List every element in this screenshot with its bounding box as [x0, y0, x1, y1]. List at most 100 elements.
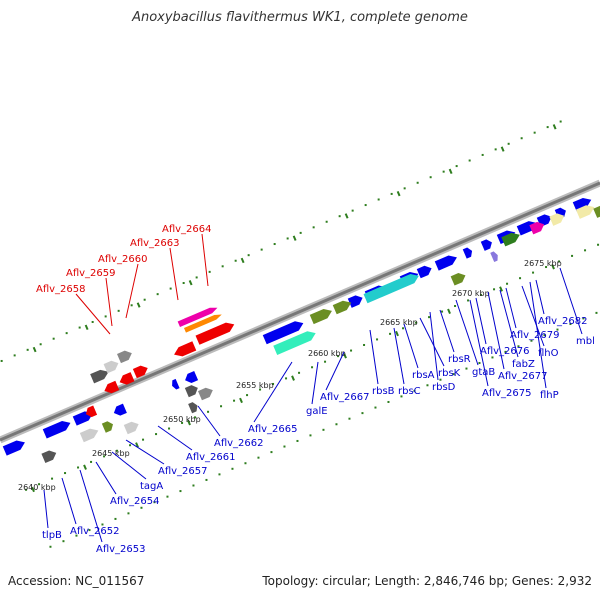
gene-aqua: [273, 331, 316, 355]
gene-label-upper: Aflv_2659: [66, 268, 116, 279]
gene-forward-4-shape: [347, 295, 363, 308]
gene-up-gray-a: [90, 369, 109, 384]
leader-lower: [475, 297, 487, 345]
gene-up-red-c: [132, 365, 148, 379]
tick-dot: [595, 311, 598, 314]
gene-green-a-shape: [501, 232, 520, 247]
gene-up-red-a: [104, 380, 120, 394]
gene-gray-e-shape: [197, 387, 213, 401]
gene-magenta-a-shape: [529, 221, 545, 235]
tick-dot: [426, 384, 429, 387]
tick-dot: [77, 466, 80, 469]
gene-forward-1: [42, 421, 71, 439]
tick-dot: [247, 254, 250, 257]
gene-magenta-a: [529, 221, 545, 235]
tick-dot: [0, 359, 3, 362]
gene-blue-rev-c-shape: [172, 378, 180, 390]
leader-lower: [95, 461, 117, 495]
gene-label-lower: Aflv_2677: [498, 371, 548, 382]
gene-up-orange-shape: [183, 314, 222, 333]
gene-blue-rev-b-shape: [185, 370, 199, 384]
gene-gray-f-shape: [188, 402, 198, 414]
tick-dot: [337, 355, 340, 358]
gene-yellow-b-shape: [575, 205, 595, 219]
gene-up-red-e: [195, 322, 235, 345]
gene-label-lower: Aflv_2657: [158, 466, 208, 477]
gene-label-lower: rbsB: [372, 386, 395, 397]
major-tick: [239, 397, 243, 404]
tick-dot: [387, 400, 390, 403]
gene-green-a: [501, 232, 520, 247]
gene-olive-e-shape: [101, 421, 114, 433]
tick-dot: [286, 237, 289, 240]
tick-dot: [311, 366, 314, 369]
tick-dot: [558, 260, 561, 263]
tick-dot: [582, 317, 585, 320]
leader-lower: [529, 281, 547, 389]
tick-dot: [51, 477, 54, 480]
tick-dot: [363, 343, 366, 346]
tick-dot: [220, 405, 223, 408]
tick-dot: [75, 534, 78, 537]
gene-up-gray-c-shape: [117, 350, 132, 364]
gene-label-lower: Aflv_2676: [480, 346, 530, 357]
gene-blue-rev-c: [172, 378, 180, 390]
tick-dot: [452, 373, 455, 376]
tick-dot: [153, 501, 156, 504]
tick-dot: [298, 371, 301, 374]
gene-label-lower: rbsR: [448, 354, 471, 365]
tick-dot: [377, 198, 380, 201]
tick-dot: [441, 310, 444, 313]
tick-dot: [467, 299, 470, 302]
leader-lower: [393, 327, 405, 385]
gene-forward-15: [572, 197, 592, 212]
gene-olive-a-shape: [309, 309, 332, 325]
tick-dot: [26, 348, 29, 351]
major-tick: [32, 346, 37, 353]
scale-label: 2645 kbp: [92, 449, 130, 458]
gene-label-upper: Aflv_2658: [36, 284, 86, 295]
gene-forward-0-shape: [2, 440, 25, 456]
major-tick: [551, 264, 555, 270]
tick-dot: [416, 181, 419, 184]
major-tick: [31, 486, 35, 493]
scale-label: 2675 kbp: [524, 259, 562, 268]
gene-olive-c-shape: [593, 205, 600, 218]
tick-dot: [156, 293, 159, 296]
gene-yellow-b: [575, 205, 595, 219]
tick-dot: [491, 356, 494, 359]
leader-lower: [125, 439, 165, 465]
gene-blue-rev-b: [185, 370, 199, 384]
tick-dot: [530, 339, 533, 342]
tick-dot: [155, 433, 158, 436]
label-leaders: [43, 233, 583, 543]
tick-dot: [296, 439, 299, 442]
leader-lower: [429, 311, 439, 381]
tick-dot: [260, 248, 263, 251]
tick-dot: [312, 226, 315, 229]
tick-dot: [114, 517, 117, 520]
tick-dot: [182, 282, 185, 285]
major-tick: [136, 302, 141, 308]
gene-gray-f: [188, 402, 198, 414]
major-tick: [448, 168, 453, 175]
tick-dot: [520, 137, 523, 140]
major-tick: [343, 353, 347, 359]
gene-label-lower: Aflv_2652: [70, 526, 120, 537]
gene-rbs-cyan: [363, 273, 419, 304]
gene-up-gray-b-shape: [103, 360, 119, 374]
leader-upper: [125, 263, 139, 319]
tick-dot: [25, 488, 28, 491]
gene-forward-7-shape: [416, 265, 432, 279]
gene-forward-8-shape: [434, 255, 457, 271]
tick-dot: [400, 395, 403, 398]
tick-dot: [208, 270, 211, 273]
gene-label-lower: fabZ: [512, 359, 535, 370]
leader-lower: [505, 287, 517, 329]
gene-olive-d-shape: [450, 273, 466, 286]
leader-lower: [369, 329, 379, 385]
leader-upper: [75, 293, 111, 335]
leader-lower: [521, 285, 545, 347]
tick-dot: [402, 327, 405, 330]
major-tick: [187, 419, 191, 426]
